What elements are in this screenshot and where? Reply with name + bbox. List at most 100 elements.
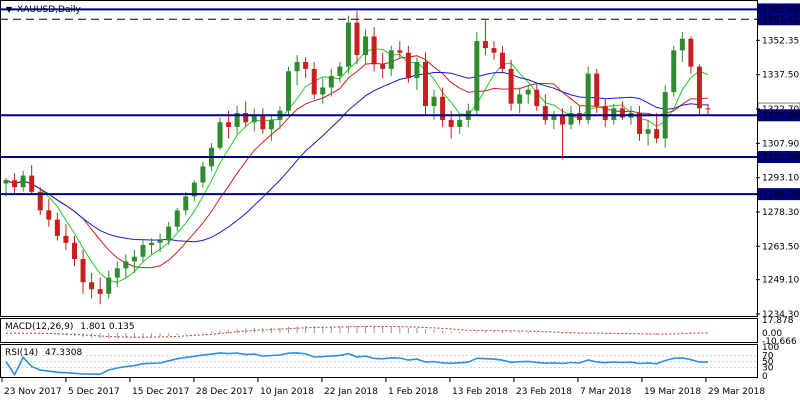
candle-body [54,219,60,236]
candles [3,10,711,305]
candle-body [637,112,643,134]
candle-body [149,242,155,246]
candle [534,82,540,111]
candle-body [508,68,514,104]
candle-body [63,235,69,243]
y-tick-box [758,151,800,164]
candle [328,68,334,97]
candle-body [226,122,232,127]
y-tick-label: 1320.00 [762,111,799,121]
x-tick-label: 1 Feb 2018 [388,387,439,397]
candle [294,55,300,86]
chart-title-text: XAUUSD,Daily [17,5,81,15]
candle [679,31,685,62]
candle [363,29,369,65]
candle-body [654,129,660,139]
candle [637,106,643,141]
x-tick-label: 22 Jan 2018 [324,387,378,397]
y-tick-box [758,13,800,26]
candle-body [679,38,685,51]
candle [645,119,651,146]
candle-body [525,89,531,95]
candle [474,31,480,116]
candle [422,52,428,116]
candle-body [354,22,360,56]
main-panel-frame [0,0,758,317]
rsi-tick-label: 30 [762,363,774,373]
candle [594,68,600,113]
candle-body [619,108,625,118]
candle-body [268,119,274,130]
candle-body [234,112,240,127]
candle-body [705,108,711,110]
candle [380,52,386,79]
macd-tick-label: 17.878 [762,316,794,326]
candle-body [89,282,95,290]
candle [217,117,223,151]
candle-body [243,112,249,123]
horizontal-levels [0,8,758,196]
rsi-tick-label: 0 [762,372,768,382]
candle-body [217,122,223,148]
candle-body [20,175,26,188]
y-axis-ticks: 1365.661361.411352.351337.501322.701320.… [756,3,800,320]
rsi-panel-frame [0,344,758,378]
macd-label: MACD(12,26,9) 1.801 0.135 [5,322,135,332]
candle-body [320,87,326,95]
candle [671,45,677,97]
candle [268,115,274,141]
candle-body [688,38,694,67]
candle-body [517,94,523,104]
candle-body [500,52,506,69]
candle-body [46,210,52,220]
candle-body [414,61,420,79]
candle [200,161,206,188]
candle-body [251,115,257,123]
y-tick-label: 1293.10 [762,174,799,184]
candle-body [200,166,206,183]
candle-body [140,245,146,257]
x-tick-label: 10 Jan 2018 [260,387,314,397]
y-tick-label: 1249.10 [762,276,799,286]
ma-mid-line [5,55,709,269]
candle [482,20,488,56]
rsi-line [5,352,708,377]
candle [551,110,557,130]
x-tick-label: 7 Mar 2018 [580,387,632,397]
candle [491,41,497,60]
candle [508,59,514,111]
rsi-tick-label: 70 [762,352,774,362]
macd-panel: 17.878 0.00-10.666 [6,316,797,347]
candle-body [12,180,18,188]
candle-body [405,52,411,79]
candle-body [388,50,394,69]
chart-title: ▼ XAUUSD,Daily [6,5,81,15]
candle-body [380,64,386,69]
collapse-triangle-icon: ▼ [6,5,13,14]
candle [602,99,608,127]
candle [696,64,702,116]
y-tick-label: 1307.90 [762,139,799,149]
x-tick-label: 19 Mar 2018 [644,387,701,397]
candle-body [71,242,77,260]
candle-body [363,36,369,56]
candle-body [80,259,86,283]
candle [311,61,317,100]
candle [131,249,137,273]
candle [140,240,146,262]
candle-body [260,115,266,130]
candle [29,165,35,195]
y-tick-box [758,188,800,201]
candle-body [422,61,428,107]
candle [166,221,172,246]
candle [80,249,86,294]
candle-body [602,106,608,120]
candle [63,224,69,250]
candle-body [123,261,129,269]
candle [106,270,112,299]
y-tick-label: 1286.00 [762,190,799,200]
x-tick-label: 23 Nov 2017 [4,387,62,397]
candle [440,87,446,127]
candle-body [542,106,548,120]
candle-body [551,115,557,120]
